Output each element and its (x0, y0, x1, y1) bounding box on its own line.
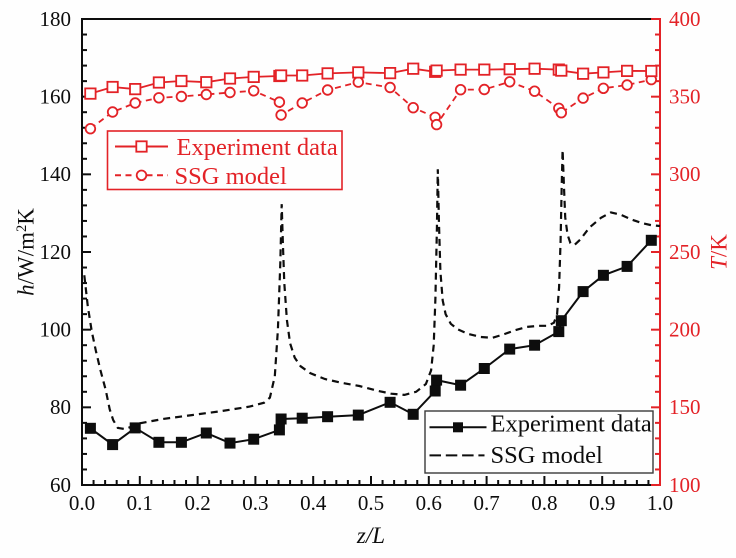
svg-text:0.5: 0.5 (358, 491, 384, 515)
svg-text:0.3: 0.3 (242, 491, 268, 515)
svg-text:60: 60 (50, 473, 71, 497)
svg-text:100: 100 (669, 473, 701, 497)
svg-text:250: 250 (669, 240, 701, 264)
svg-text:0.0: 0.0 (69, 491, 95, 515)
svg-text:120: 120 (40, 240, 72, 264)
svg-text:Experiment data: Experiment data (491, 411, 652, 438)
svg-text:T/K: T/K (707, 234, 732, 270)
svg-text:80: 80 (50, 395, 71, 419)
svg-text:100: 100 (40, 318, 72, 342)
svg-text:SSG model: SSG model (491, 442, 604, 469)
svg-text:200: 200 (669, 318, 701, 342)
svg-text:150: 150 (669, 395, 701, 419)
svg-text:0.6: 0.6 (416, 491, 442, 515)
svg-text:0.7: 0.7 (473, 491, 499, 515)
svg-text:1.0: 1.0 (647, 491, 673, 515)
svg-text:0.8: 0.8 (531, 491, 557, 515)
svg-text:Experiment data: Experiment data (177, 134, 338, 161)
svg-text:140: 140 (40, 162, 72, 186)
svg-text:400: 400 (669, 7, 701, 31)
svg-text:0.4: 0.4 (300, 491, 327, 515)
svg-text:180: 180 (40, 7, 72, 31)
svg-text:z/L: z/L (356, 523, 385, 548)
svg-text:350: 350 (669, 85, 701, 109)
svg-text:300: 300 (669, 162, 701, 186)
svg-text:160: 160 (40, 85, 72, 109)
svg-text:SSG model: SSG model (175, 163, 288, 190)
svg-text:0.1: 0.1 (127, 491, 153, 515)
svg-text:0.2: 0.2 (184, 491, 210, 515)
svg-text:h/W/m2K: h/W/m2K (14, 208, 39, 296)
svg-text:0.9: 0.9 (589, 491, 615, 515)
